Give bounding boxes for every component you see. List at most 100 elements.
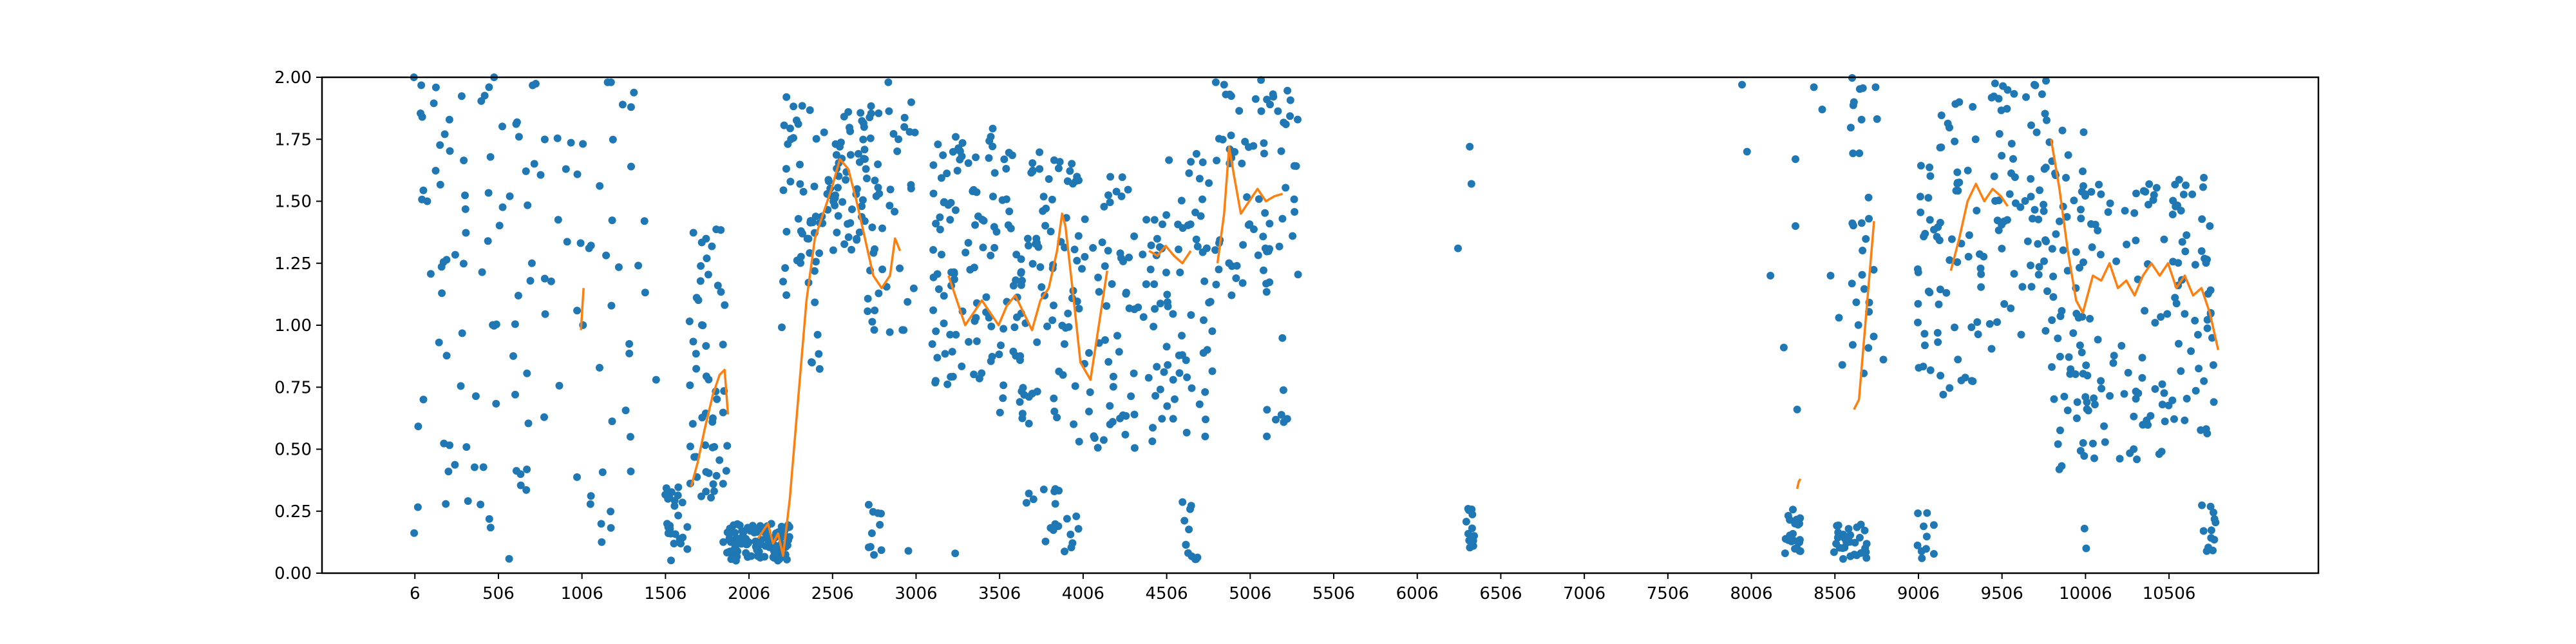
data-point: [2079, 182, 2087, 190]
data-point: [863, 175, 871, 182]
data-point: [1104, 191, 1112, 200]
data-point: [530, 160, 538, 168]
data-point: [1061, 324, 1070, 332]
data-point: [2049, 293, 2058, 301]
data-point: [2054, 440, 2062, 448]
data-point: [1197, 212, 1205, 220]
data-point: [858, 196, 867, 204]
data-point: [1094, 273, 1103, 281]
data-point: [1169, 310, 1177, 318]
data-point: [1053, 413, 1061, 422]
data-point: [1188, 384, 1196, 392]
data-point: [2097, 190, 2105, 198]
data-point: [1942, 289, 1951, 297]
data-point: [1953, 168, 1962, 176]
data-point: [2048, 363, 2056, 371]
data-point: [418, 113, 426, 121]
data-point: [410, 529, 419, 537]
data-point: [1464, 506, 1473, 515]
data-point: [949, 147, 957, 156]
data-point: [431, 83, 440, 91]
data-point: [1149, 424, 1157, 432]
y-axis: 0.00 0.25 0.50 0.75 1.00 1.25 1.50 1.75 2.00: [274, 68, 322, 583]
data-point: [2079, 439, 2087, 447]
data-point: [626, 433, 634, 441]
data-point: [1043, 322, 1052, 330]
x-tick-label: 2506: [811, 584, 854, 603]
data-point: [2036, 186, 2044, 194]
data-point: [2079, 128, 2088, 137]
data-point: [796, 160, 804, 169]
data-point: [2206, 222, 2214, 230]
data-point: [1169, 375, 1177, 384]
data-point: [1239, 241, 1247, 249]
x-tick-label: 9506: [1981, 584, 2023, 603]
data-point: [1005, 149, 1013, 156]
data-point: [1179, 224, 1187, 232]
rolling-mean-lines: [580, 139, 2220, 557]
data-point: [1290, 195, 1298, 204]
data-point: [710, 487, 718, 495]
data-point: [563, 238, 571, 246]
data-point: [1075, 176, 1083, 184]
data-point: [815, 365, 824, 373]
data-point: [1198, 158, 1207, 166]
data-point: [2048, 316, 2056, 325]
data-point: [1278, 334, 1287, 342]
data-point: [1254, 251, 1262, 260]
data-point: [2160, 389, 2168, 397]
data-point: [853, 234, 861, 243]
data-point: [2040, 200, 2048, 209]
data-point: [1186, 505, 1194, 513]
data-point: [2100, 422, 2108, 430]
data-point: [618, 100, 627, 109]
data-point: [1078, 265, 1086, 273]
data-point: [1163, 298, 1171, 307]
data-point: [786, 178, 795, 185]
data-point: [1127, 392, 1135, 401]
data-point: [2040, 257, 2048, 265]
data-point: [1022, 498, 1030, 507]
data-point: [1028, 159, 1037, 167]
data-point: [1005, 207, 1014, 216]
data-point: [1939, 390, 1947, 399]
data-point: [2203, 316, 2211, 324]
data-point: [965, 337, 973, 346]
data-point: [2141, 307, 2149, 315]
data-point: [670, 540, 678, 547]
data-point: [2078, 348, 2086, 357]
x-tick-label: 5006: [1229, 584, 1271, 603]
data-point: [1994, 226, 2003, 234]
data-point: [1036, 148, 1044, 156]
data-point: [1142, 280, 1150, 289]
data-point: [2034, 240, 2042, 248]
data-point: [677, 540, 685, 547]
data-point: [2055, 465, 2063, 473]
y-tick-label: 1.75: [274, 130, 312, 149]
data-point: [2042, 77, 2050, 85]
data-point: [2124, 368, 2132, 377]
data-point: [435, 338, 443, 346]
data-point: [756, 522, 764, 530]
data-point: [692, 365, 701, 373]
data-point: [1238, 279, 1247, 287]
data-point: [874, 184, 882, 192]
data-point: [1109, 383, 1117, 391]
data-point: [1045, 175, 1053, 183]
data-point: [936, 213, 944, 222]
data-point: [1202, 415, 1209, 424]
data-point: [2083, 372, 2092, 380]
data-point: [1832, 540, 1841, 548]
data-point: [1977, 283, 1985, 291]
data-point: [2120, 390, 2128, 398]
data-point: [1203, 346, 1211, 354]
data-point: [2210, 508, 2217, 516]
data-point: [667, 556, 675, 565]
data-point: [1935, 300, 1943, 308]
data-point: [477, 500, 485, 509]
data-point: [2158, 401, 2166, 409]
x-tick-label: 2006: [728, 584, 770, 603]
data-point: [806, 106, 814, 114]
data-point: [2063, 406, 2072, 415]
rolling-mean-line: [1148, 245, 1192, 265]
